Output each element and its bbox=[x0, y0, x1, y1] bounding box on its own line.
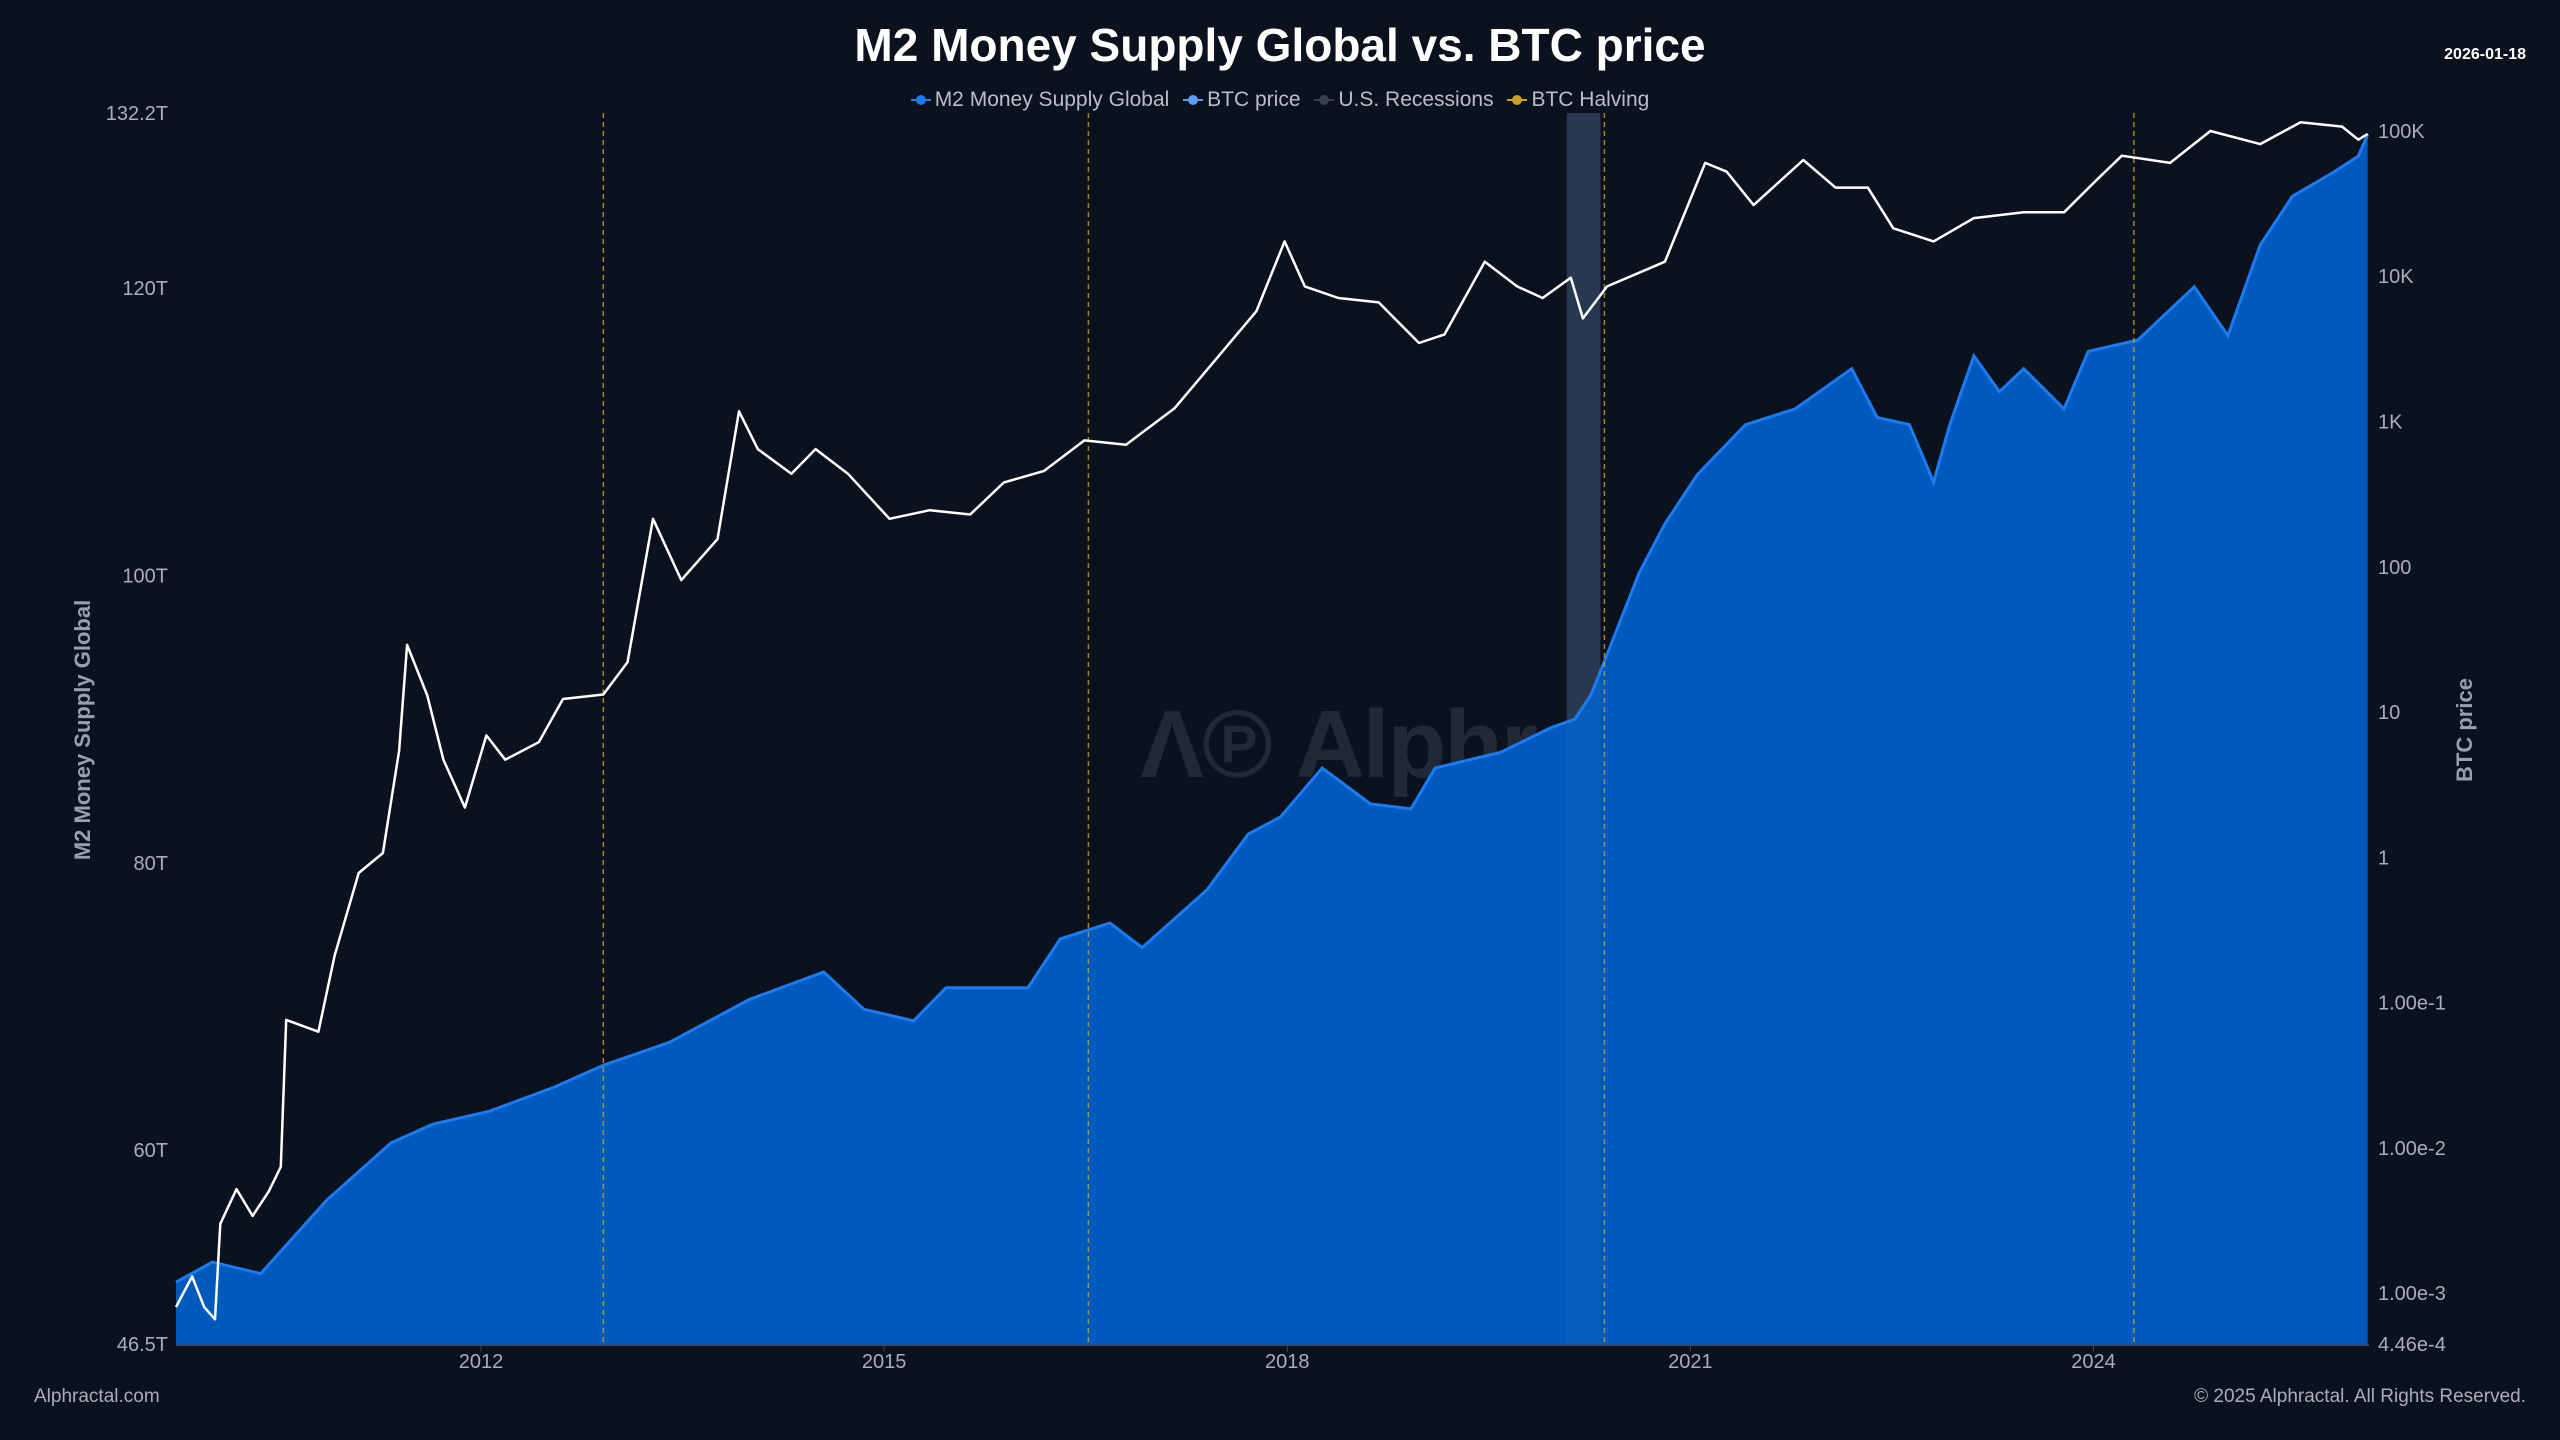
m2-area bbox=[176, 134, 2368, 1344]
y-right-tick-label: 1 bbox=[2378, 847, 2389, 869]
legend: M2 Money Supply Global BTC price U.S. Re… bbox=[0, 88, 2560, 112]
footer-copyright: © 2025 Alphractal. All Rights Reserved. bbox=[2194, 1386, 2526, 1407]
y-right-tick-label: 10 bbox=[2378, 702, 2400, 724]
legend-label: BTC Halving bbox=[1531, 88, 1650, 111]
y-left-tick-label: 120T bbox=[122, 278, 168, 300]
y-right-tick-label: 100 bbox=[2378, 557, 2411, 579]
footer-site-link[interactable]: Alphractal.com bbox=[34, 1386, 160, 1407]
y-left-tick-label: 46.5T bbox=[117, 1334, 168, 1356]
btc-price-line bbox=[174, 121, 2369, 1321]
y-left-tick-label: 60T bbox=[134, 1140, 168, 1162]
m2-line bbox=[175, 133, 2370, 1284]
x-tick-label: 2024 bbox=[2071, 1351, 2116, 1373]
y-left-tick-label: 100T bbox=[122, 566, 168, 588]
y-right-tick-label: 10K bbox=[2378, 266, 2414, 288]
y-right-title: BTC price bbox=[2452, 678, 2477, 782]
x-tick-label: 2012 bbox=[459, 1351, 504, 1373]
legend-item-btc[interactable]: BTC price bbox=[1183, 88, 1301, 112]
y-right-tick-label: 1K bbox=[2378, 412, 2403, 434]
x-tick-label: 2015 bbox=[862, 1351, 907, 1373]
y-right-tick-label: 1.00e-3 bbox=[2378, 1283, 2446, 1305]
y-right-tick-label: 1.00e-2 bbox=[2378, 1138, 2446, 1160]
legend-item-halving[interactable]: BTC Halving bbox=[1507, 88, 1649, 112]
y-right-tick-label: 100K bbox=[2378, 121, 2425, 143]
x-tick-label: 2018 bbox=[1265, 1351, 1310, 1373]
y-right-tick-label: 1.00e-1 bbox=[2378, 993, 2446, 1015]
legend-marker-icon bbox=[1183, 94, 1204, 106]
legend-label: BTC price bbox=[1207, 88, 1301, 111]
legend-label: U.S. Recessions bbox=[1338, 88, 1494, 111]
y-left-tick-label: 132.2T bbox=[106, 103, 168, 125]
legend-item-recessions[interactable]: U.S. Recessions bbox=[1314, 88, 1494, 112]
y-left-tick-label: 80T bbox=[134, 853, 168, 875]
legend-label: M2 Money Supply Global bbox=[934, 88, 1170, 111]
legend-marker-icon bbox=[1507, 94, 1528, 106]
legend-marker-icon bbox=[1314, 94, 1335, 106]
legend-item-m2[interactable]: M2 Money Supply Global bbox=[910, 88, 1170, 112]
recession-band-overlay bbox=[1566, 113, 1601, 1344]
chart-title: M2 Money Supply Global vs. BTC price bbox=[854, 19, 1706, 71]
x-tick-label: 2021 bbox=[1668, 1351, 1713, 1373]
legend-marker-icon bbox=[910, 94, 931, 106]
chart-date: 2026-01-18 bbox=[2444, 46, 2526, 63]
y-right-tick-label: 4.46e-4 bbox=[2378, 1334, 2446, 1356]
y-left-title: M2 Money Supply Global bbox=[70, 600, 95, 860]
